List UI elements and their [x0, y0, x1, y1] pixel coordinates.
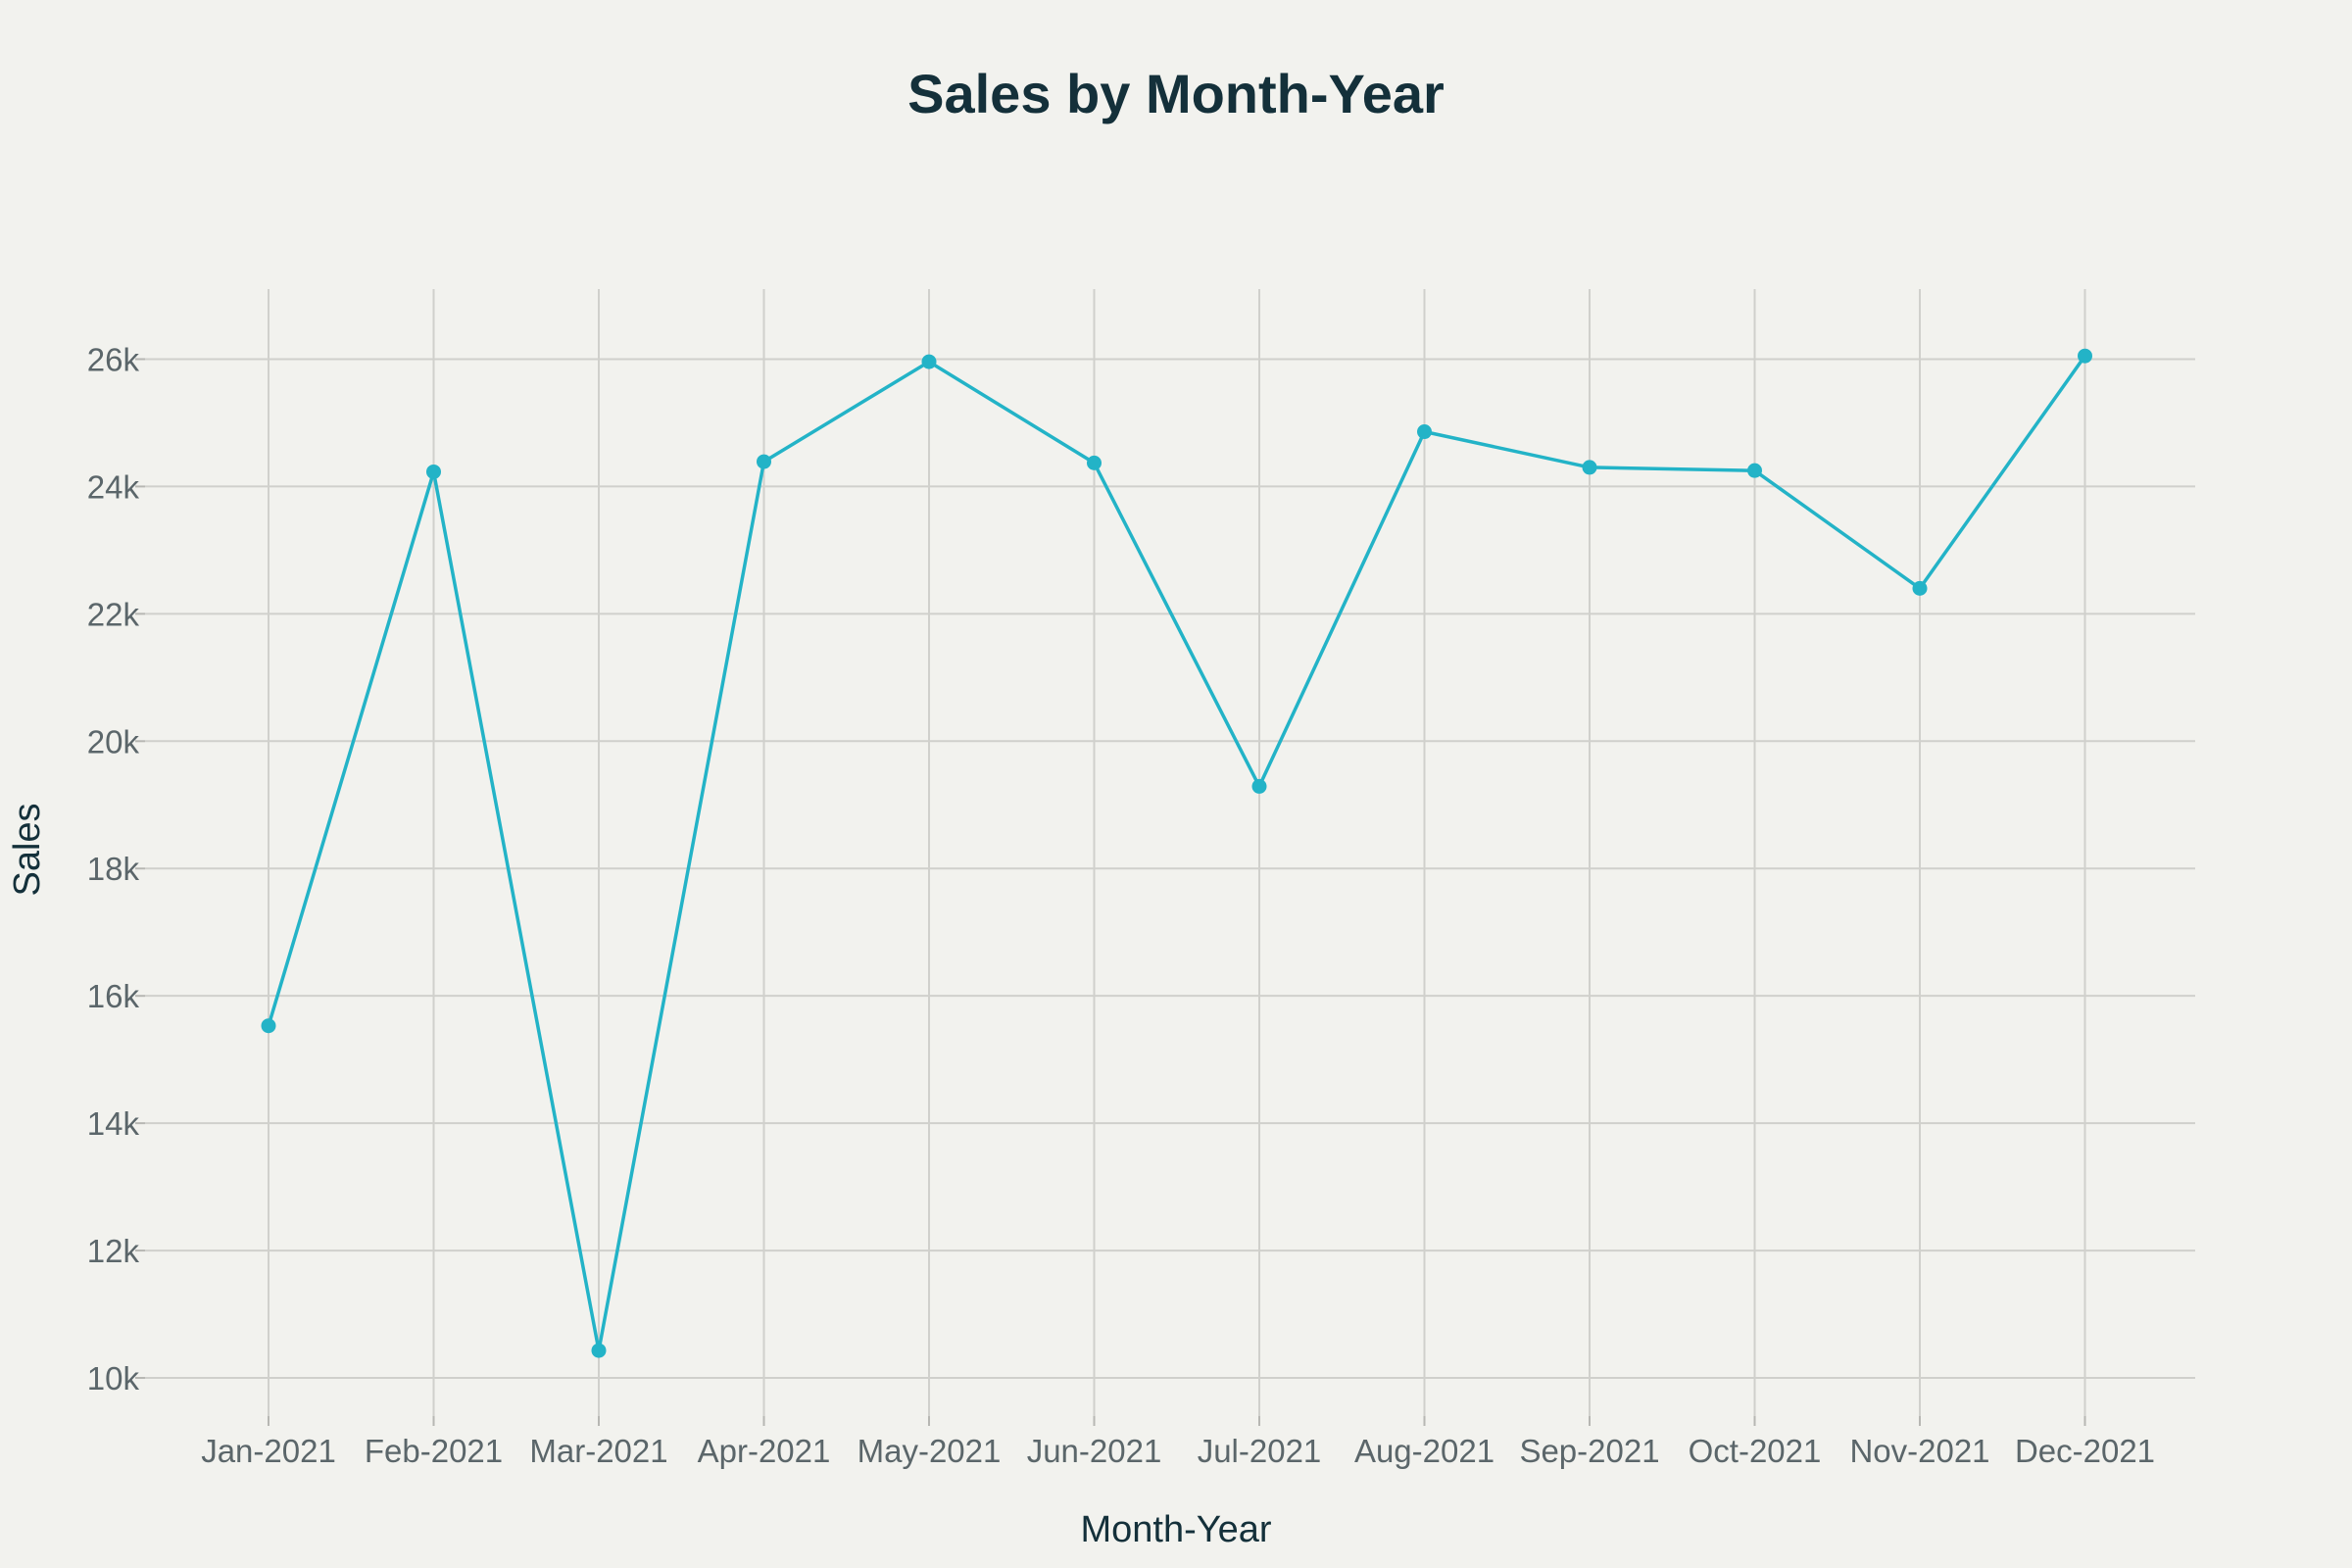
x-tick-label: Nov-2021: [1849, 1433, 1989, 1469]
x-tick-label: Aug-2021: [1354, 1433, 1494, 1469]
x-tick-label: Jul-2021: [1198, 1433, 1322, 1469]
y-tick-label: 16k: [87, 978, 140, 1014]
data-point-nov-2021[interactable]: [1912, 580, 1928, 596]
data-point-apr-2021[interactable]: [757, 454, 771, 469]
x-tick-label: Sep-2021: [1519, 1433, 1659, 1469]
y-tick-label: 22k: [87, 596, 140, 632]
x-tick-label: May-2021: [858, 1433, 1002, 1469]
x-tick-label: Apr-2021: [698, 1433, 831, 1469]
data-point-sep-2021[interactable]: [1582, 460, 1597, 475]
y-tick-label: 10k: [87, 1360, 140, 1396]
y-tick-label: 18k: [87, 851, 140, 887]
x-tick-label: Mar-2021: [529, 1433, 667, 1469]
data-point-may-2021[interactable]: [921, 354, 937, 369]
data-point-dec-2021[interactable]: [2078, 348, 2092, 364]
x-tick-label: Jan-2021: [201, 1433, 336, 1469]
y-tick-label: 20k: [87, 723, 140, 760]
chart-title: Sales by Month-Year: [907, 63, 1445, 124]
x-tick-label: Jun-2021: [1027, 1433, 1162, 1469]
axis-ticks: Jan-2021 Feb-2021 Mar-2021 Apr-2021 May-2021…: [87, 341, 2155, 1469]
y-tick-label: 24k: [87, 468, 140, 505]
x-axis-title: Month-Year: [1080, 1509, 1271, 1550]
sales-series-line: [267, 355, 2086, 1352]
grid: [145, 289, 2195, 1416]
data-point-jun-2021[interactable]: [1087, 455, 1102, 470]
y-tick-label: 12k: [87, 1233, 140, 1269]
y-tick-label: 26k: [87, 341, 140, 377]
x-tick-label: Dec-2021: [2015, 1433, 2155, 1469]
x-tick-label: Feb-2021: [365, 1433, 503, 1469]
data-point-jul-2021[interactable]: [1251, 778, 1267, 794]
y-tick-label: 14k: [87, 1105, 140, 1142]
data-point-oct-2021[interactable]: [1747, 463, 1762, 478]
x-tick-label: Oct-2021: [1689, 1433, 1822, 1469]
data-points: [261, 348, 2092, 1358]
data-point-feb-2021[interactable]: [426, 464, 441, 479]
data-point-jan-2021[interactable]: [261, 1018, 276, 1034]
data-point-aug-2021[interactable]: [1417, 424, 1432, 440]
y-axis-title: Sales: [7, 803, 48, 896]
data-point-mar-2021[interactable]: [591, 1343, 607, 1358]
